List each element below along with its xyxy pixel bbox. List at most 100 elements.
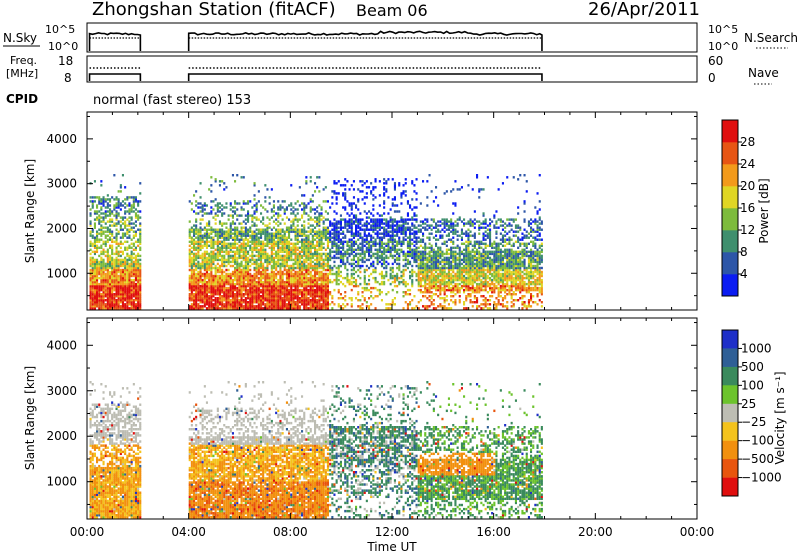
power-cell <box>201 301 204 304</box>
power-cell <box>210 307 213 310</box>
power-cell <box>225 280 228 284</box>
power-cell <box>104 200 107 203</box>
power-cell <box>225 274 228 278</box>
power-cell <box>432 252 435 256</box>
power-cell <box>216 286 219 290</box>
power-cell <box>98 307 101 310</box>
power-cell <box>111 280 114 284</box>
power-cell <box>439 291 442 294</box>
power-cell <box>419 202 422 205</box>
freq-trace <box>187 73 543 81</box>
cpid-label: CPID <box>6 92 38 106</box>
power-cell <box>229 222 232 225</box>
power-cell <box>117 214 120 217</box>
power-cell <box>396 284 399 288</box>
power-cell <box>247 264 250 268</box>
power-cell <box>91 278 94 282</box>
power-cell <box>368 252 371 256</box>
power-cell <box>255 272 258 276</box>
power-cell <box>111 270 114 274</box>
power-cell <box>231 299 234 302</box>
power-cell <box>247 293 250 296</box>
power-cell <box>337 244 340 248</box>
power-cell <box>404 218 407 221</box>
power-cell <box>190 299 193 302</box>
power-cell <box>199 230 202 233</box>
power-cell <box>260 264 263 268</box>
power-cell <box>409 204 412 207</box>
power-cell <box>128 262 131 266</box>
power-cell <box>365 286 368 290</box>
power-cell <box>380 214 383 217</box>
power-cell <box>113 252 116 256</box>
power-cell <box>236 258 239 262</box>
power-cell <box>240 222 243 225</box>
power-cell <box>234 262 237 266</box>
power-cell <box>126 297 129 300</box>
power-cell <box>437 238 440 241</box>
power-cell <box>216 305 219 308</box>
power-cell <box>98 297 101 300</box>
power-cell <box>229 250 232 254</box>
power-cell <box>415 252 418 256</box>
power-cell <box>225 234 228 237</box>
power-cell <box>100 224 103 227</box>
power-cell <box>238 240 241 244</box>
power-cell <box>193 301 196 304</box>
power-cell <box>91 268 94 272</box>
power-cell <box>238 299 241 302</box>
power-cell <box>342 282 345 286</box>
power-cell <box>428 232 431 235</box>
power-cell <box>350 272 353 276</box>
power-cell <box>337 192 340 195</box>
power-cell <box>216 288 219 292</box>
power-cell <box>221 250 224 254</box>
power-cell <box>91 280 94 284</box>
power-cell <box>305 180 308 183</box>
power-cell <box>96 250 99 254</box>
power-cell <box>236 250 239 254</box>
power-cell <box>240 303 243 306</box>
power-cell <box>432 272 435 276</box>
power-cell <box>111 303 114 306</box>
power-cell <box>225 272 228 276</box>
power-cell <box>277 206 280 209</box>
power-cell <box>324 291 327 294</box>
power-cell <box>277 224 280 227</box>
power-cell <box>117 303 120 306</box>
power-cell <box>298 218 301 221</box>
power-cell <box>109 228 112 231</box>
power-cell <box>93 305 96 308</box>
power-cell <box>109 278 112 282</box>
power-cell <box>188 236 191 239</box>
power-cell <box>121 297 124 300</box>
power-cell <box>106 303 109 306</box>
power-cell <box>402 240 405 244</box>
power-cell <box>91 228 94 231</box>
power-cell <box>283 280 286 284</box>
power-cell <box>247 240 250 244</box>
power-cell <box>203 212 206 215</box>
power-cell <box>234 226 237 229</box>
power-cell <box>117 262 120 266</box>
power-cell <box>128 244 131 248</box>
power-cell <box>212 262 215 266</box>
power-cell <box>268 218 271 221</box>
power-cell <box>221 240 224 244</box>
power-cell <box>221 307 224 310</box>
power-cell <box>387 278 390 282</box>
power-cell <box>227 280 230 284</box>
power-cell <box>305 176 308 179</box>
power-cell <box>383 222 386 225</box>
power-cell <box>201 210 204 213</box>
power-cell <box>193 297 196 300</box>
power-cell <box>298 252 301 256</box>
power-cell <box>234 250 237 254</box>
power-cell <box>218 210 221 213</box>
power-cell <box>251 274 254 278</box>
power-cell <box>272 240 275 244</box>
power-cell <box>203 268 206 272</box>
power-cell <box>249 260 252 264</box>
power-cell <box>277 214 280 217</box>
power-cell <box>190 242 193 246</box>
